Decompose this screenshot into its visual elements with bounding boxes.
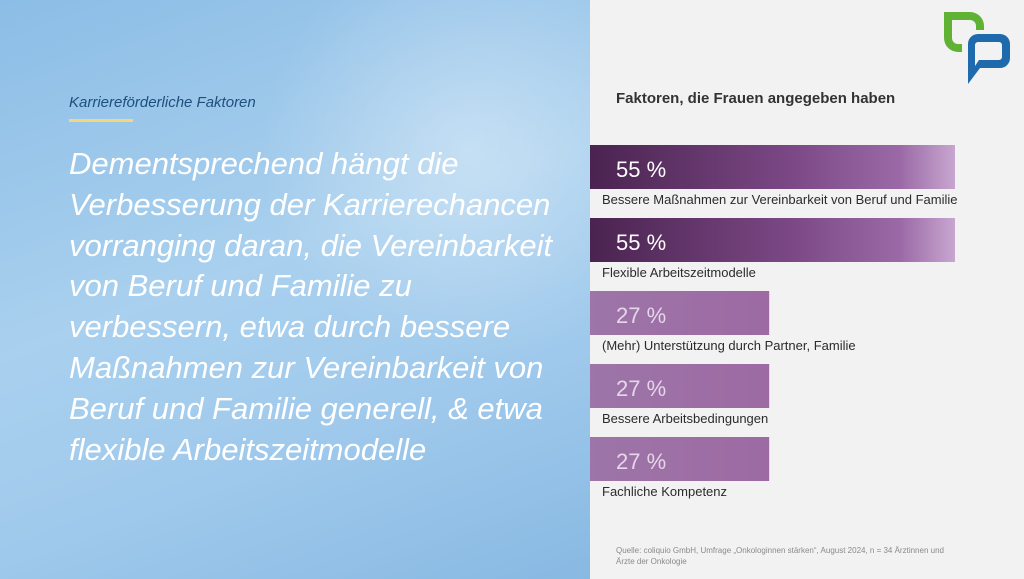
bar-category-label-5: Fachliche Kompetenz bbox=[602, 484, 727, 499]
headline-text: Dementsprechend hängt die Verbesserung d… bbox=[69, 146, 553, 467]
bar-3 bbox=[590, 291, 770, 335]
bar-4 bbox=[590, 364, 770, 408]
bar-value-label-2: 55 % bbox=[616, 230, 666, 255]
bar-category-label-3: (Mehr) Unterstützung durch Partner, Fami… bbox=[602, 338, 856, 353]
bar-1 bbox=[590, 145, 955, 189]
bar-category-label-2: Flexible Arbeitszeitmodelle bbox=[602, 265, 756, 280]
right-panel bbox=[590, 0, 1024, 579]
left-panel bbox=[0, 0, 590, 579]
bar-category-label-1: Bessere Maßnahmen zur Vereinbarkeit von … bbox=[602, 192, 958, 207]
bar-value-label-5: 27 % bbox=[616, 449, 666, 474]
bar-5 bbox=[590, 437, 770, 481]
bar-2 bbox=[590, 218, 955, 262]
speech-bubbles-logo-icon bbox=[944, 12, 1010, 84]
background-glow bbox=[260, 0, 590, 360]
source-note: Quelle: coliquio GmbH, Umfrage „Onkologi… bbox=[616, 546, 944, 566]
bar-value-label-4: 27 % bbox=[616, 376, 666, 401]
kicker-underline bbox=[69, 119, 133, 122]
bar-value-label-3: 27 % bbox=[616, 303, 666, 328]
bar-category-label-4: Bessere Arbeitsbedingungen bbox=[602, 411, 768, 426]
bar-value-label-1: 55 % bbox=[616, 157, 666, 182]
section-kicker: Karriereförderliche Faktoren bbox=[69, 94, 256, 111]
chart-title: Faktoren, die Frauen angegeben haben bbox=[616, 90, 896, 107]
